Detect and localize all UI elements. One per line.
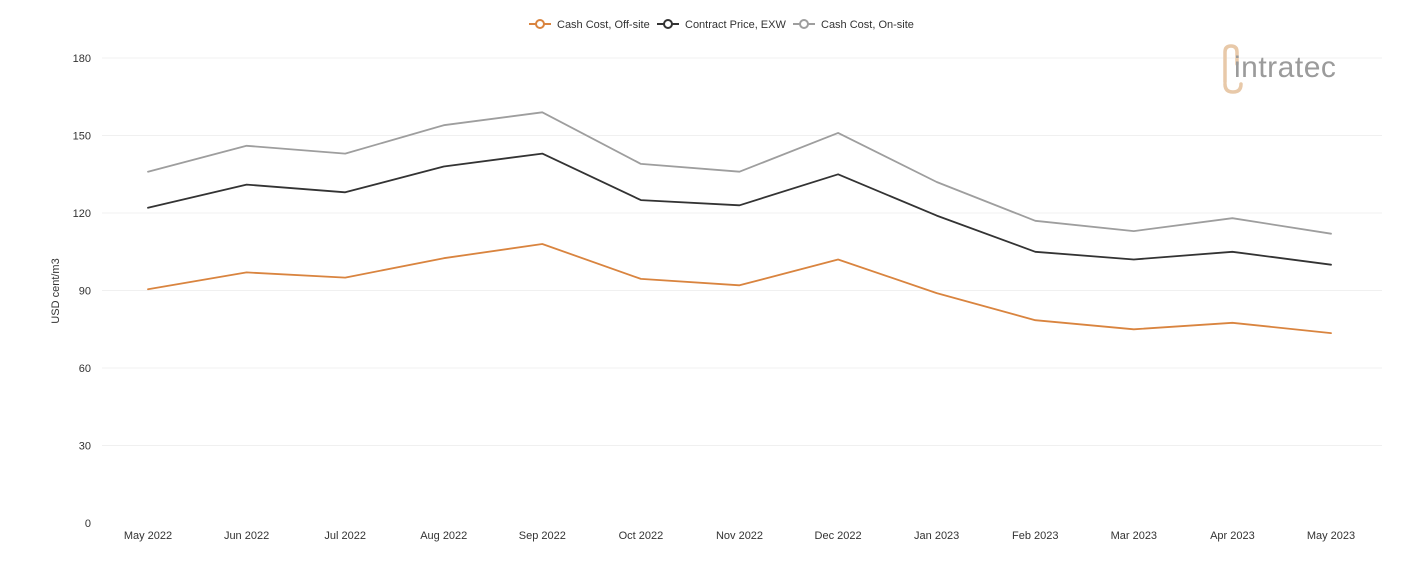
y-tick-label: 30: [79, 441, 91, 453]
series-line-1: [147, 152, 1332, 266]
legend-item: Contract Price, EXW: [657, 19, 786, 31]
series-line-2: [147, 111, 1332, 235]
x-axis: May 2022 Jun 2022 Jul 2022 Aug 2022 Sep 2022…: [124, 530, 1355, 542]
logo-text: intratec: [1234, 51, 1336, 84]
x-tick-label: Nov 2022: [716, 530, 763, 542]
x-tick-label: Feb 2023: [1012, 530, 1058, 542]
x-tick-label: May 2022: [124, 530, 172, 542]
legend-marker-icon: [663, 19, 673, 29]
legend-label: Cash Cost, On-site: [821, 19, 914, 31]
y-axis: 0 30 60 90 120 150 180: [73, 53, 91, 530]
intratec-logo: intratec: [1223, 44, 1336, 94]
grid-lines: [102, 57, 1382, 446]
series-line-0: [147, 243, 1332, 335]
y-tick-label: 120: [73, 208, 91, 220]
legend-item: Cash Cost, On-site: [793, 19, 914, 31]
y-tick-label: 180: [73, 53, 91, 65]
x-tick-label: Dec 2022: [815, 530, 862, 542]
series-lines: [147, 111, 1332, 335]
legend-label: Contract Price, EXW: [685, 19, 786, 31]
legend-marker-icon: [535, 19, 545, 29]
x-tick-label: Jun 2022: [224, 530, 269, 542]
x-tick-label: Jul 2022: [324, 530, 366, 542]
logo-hook-icon: [1223, 82, 1243, 94]
y-tick-label: 150: [73, 131, 91, 143]
logo-arc-icon: [1223, 44, 1239, 84]
y-tick-label: 90: [79, 286, 91, 298]
legend-item: Cash Cost, Off-site: [529, 19, 650, 31]
y-axis-title: USD cent/m3: [50, 258, 62, 323]
legend: Cash Cost, Off-site Contract Price, EXW Ca…: [529, 19, 914, 31]
x-tick-label: Aug 2022: [420, 530, 467, 542]
legend-label: Cash Cost, Off-site: [557, 19, 650, 31]
x-tick-label: Apr 2023: [1210, 530, 1255, 542]
x-tick-label: Mar 2023: [1111, 530, 1157, 542]
x-tick-label: Jan 2023: [914, 530, 959, 542]
y-tick-label: 0: [85, 518, 91, 530]
x-tick-label: May 2023: [1307, 530, 1355, 542]
x-tick-label: Sep 2022: [519, 530, 566, 542]
legend-marker-icon: [799, 19, 809, 29]
x-tick-label: Oct 2022: [619, 530, 664, 542]
y-tick-label: 60: [79, 363, 91, 375]
